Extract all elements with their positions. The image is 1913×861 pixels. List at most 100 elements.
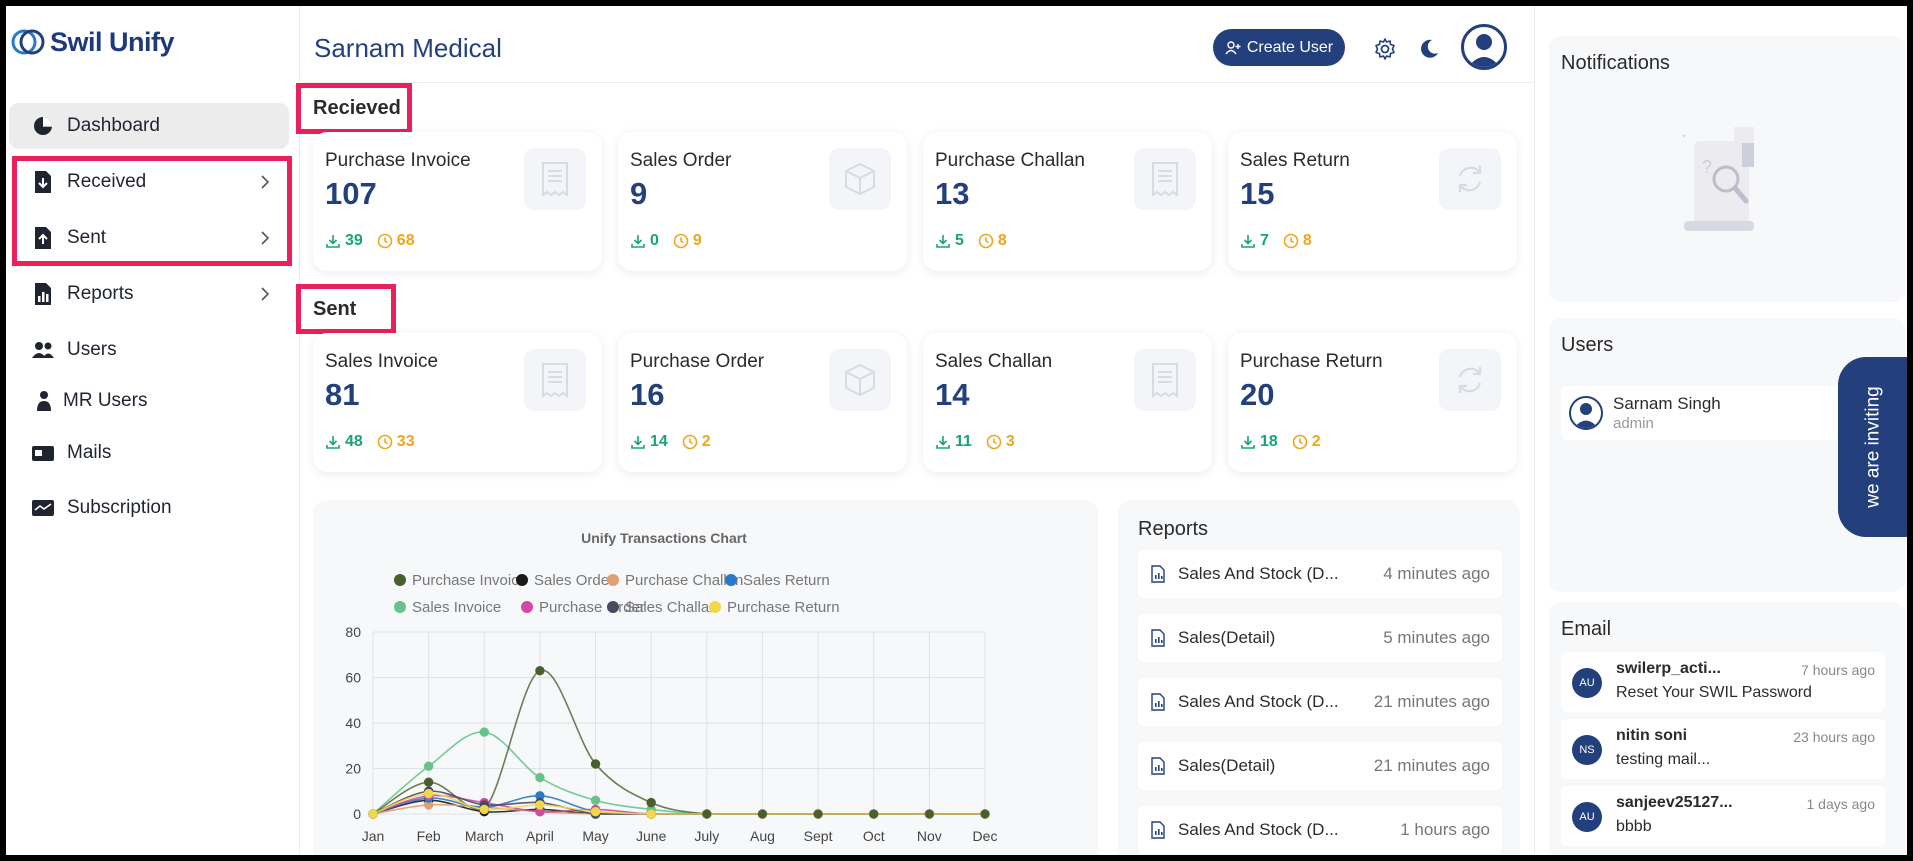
sidebar-item-sent[interactable]: Sent	[9, 215, 289, 261]
sidebar-item-mr-users[interactable]: MR Users	[9, 378, 289, 424]
sidebar-item-received[interactable]: Received	[9, 159, 289, 205]
card-title: Sales Return	[1240, 150, 1350, 171]
refresh-icon	[1439, 148, 1501, 210]
card-icon	[31, 496, 55, 520]
sidebar-item-mails[interactable]: Mails	[9, 430, 289, 476]
report-file-icon	[1151, 757, 1165, 775]
chevron-right-icon	[261, 175, 270, 189]
chevron-right-icon	[261, 231, 270, 245]
clock-icon	[986, 434, 1002, 450]
data-point	[590, 807, 601, 817]
card-purchase-challan-received[interactable]: Purchase Challan 13 5 8	[923, 132, 1212, 271]
data-point	[423, 761, 434, 771]
card-stats: 18 2	[1240, 433, 1321, 451]
report-chart-icon	[31, 282, 55, 306]
gear-icon[interactable]	[1371, 35, 1399, 63]
sidebar-item-subscription[interactable]: Subscription	[9, 485, 289, 531]
user-row[interactable]: Sarnam Singh admin	[1561, 386, 1855, 440]
pending-count: 68	[396, 232, 415, 249]
download-icon	[936, 235, 950, 248]
data-point	[702, 809, 712, 819]
email-item[interactable]: AU swilerp_acti... 7 hours ago Reset You…	[1561, 652, 1885, 712]
sidebar-item-reports[interactable]: Reports	[9, 271, 289, 317]
legend-label: Purchase Return	[727, 599, 840, 616]
email-item[interactable]: NS nitin soni 23 hours ago testing mail.…	[1561, 719, 1885, 779]
sent-section-label: Sent	[313, 298, 357, 320]
download-icon	[631, 436, 645, 449]
sidebar-item-dashboard[interactable]: Dashboard	[9, 103, 289, 149]
sidebar: Swil Unify Dashboard Received Sent	[6, 6, 300, 855]
downloaded-count: 48	[345, 433, 363, 450]
email-from: sanjeev25127...	[1616, 794, 1733, 811]
card-value: 9	[630, 176, 648, 211]
legend-marker	[516, 574, 528, 586]
brand-logo[interactable]: Swil Unify	[10, 24, 175, 60]
refresh-icon	[1439, 349, 1501, 411]
card-stats: 5 8	[935, 232, 1007, 250]
x-tick-label: Aug	[750, 828, 775, 844]
y-tick-label: 60	[345, 670, 361, 686]
data-point	[869, 809, 879, 819]
file-download-icon	[31, 170, 55, 194]
card-purchase-invoice-received[interactable]: Purchase Invoice 107 39 68	[313, 132, 602, 271]
received-sent-highlight	[12, 156, 292, 266]
x-tick-label: Dec	[973, 828, 998, 844]
avatar	[1569, 396, 1603, 430]
create-user-label: Create User	[1246, 38, 1334, 56]
email-from: nitin soni	[1616, 727, 1688, 744]
report-time: 1 hours ago	[1400, 820, 1490, 839]
card-sales-invoice-sent[interactable]: Sales Invoice 81 48 33	[313, 333, 602, 472]
card-purchase-order-sent[interactable]: Purchase Order 16 14 2	[618, 333, 907, 472]
data-point	[368, 809, 378, 819]
avatar[interactable]	[1461, 24, 1507, 70]
chevron-right-icon	[261, 287, 270, 301]
data-point	[590, 759, 601, 769]
report-file-icon	[1151, 693, 1165, 711]
invite-tab[interactable]: we are inviting	[1838, 357, 1907, 537]
report-name: Sales And Stock (D...	[1178, 692, 1339, 711]
report-item[interactable]: Sales(Detail) 5 minutes ago	[1138, 614, 1502, 662]
email-title: Email	[1561, 618, 1612, 640]
svg-text:?: ?	[1702, 157, 1712, 177]
data-point	[423, 788, 434, 799]
report-item[interactable]: Sales And Stock (D... 21 minutes ago	[1138, 678, 1502, 726]
sidebar-item-users[interactable]: Users	[9, 327, 289, 373]
card-title: Sales Order	[630, 150, 732, 171]
downloaded-count: 7	[1260, 232, 1269, 249]
card-title: Sales Challan	[935, 351, 1053, 372]
report-name: Sales And Stock (D...	[1178, 820, 1339, 839]
receipt-icon	[1134, 349, 1196, 411]
card-stats: 48 33	[325, 433, 415, 451]
create-user-button[interactable]: Create User	[1213, 29, 1345, 66]
card-stats: 0 9	[630, 232, 702, 250]
transactions-chart: Unify Transactions Chart Purchase Invoice…	[345, 530, 998, 844]
report-item[interactable]: Sales(Detail) 21 minutes ago	[1138, 742, 1502, 790]
pending-count: 33	[396, 433, 415, 450]
swil-logo-icon	[11, 29, 45, 55]
report-item[interactable]: Sales And Stock (D... 1 hours ago	[1138, 806, 1502, 854]
report-time: 4 minutes ago	[1383, 564, 1490, 583]
card-sales-return-received[interactable]: Sales Return 15 7 8	[1228, 132, 1517, 271]
clock-icon	[682, 434, 698, 450]
x-tick-label: Jan	[362, 828, 385, 844]
received-section-label: Recieved	[313, 97, 401, 119]
user-role: admin	[1613, 415, 1654, 432]
report-item[interactable]: Sales And Stock (D... 4 minutes ago	[1138, 550, 1502, 598]
data-point	[590, 795, 601, 806]
legend-marker	[607, 601, 619, 613]
moon-icon[interactable]	[1415, 35, 1443, 63]
email-item[interactable]: AU sanjeev25127... 1 days ago bbbb	[1561, 786, 1885, 846]
card-purchase-return-sent[interactable]: Purchase Return 20 18 2	[1228, 333, 1517, 472]
card-sales-challan-sent[interactable]: Sales Challan 14 11 3	[923, 333, 1212, 472]
x-tick-label: June	[636, 828, 667, 844]
card-sales-order-received[interactable]: Sales Order 9 0 9	[618, 132, 907, 271]
y-tick-label: 20	[345, 761, 361, 777]
download-icon	[631, 235, 645, 248]
receipt-icon	[524, 148, 586, 210]
reports-title: Reports	[1138, 518, 1209, 540]
clock-icon	[673, 233, 689, 249]
data-point	[535, 800, 545, 810]
report-file-icon	[1151, 821, 1165, 839]
brand-name: Swil Unify	[50, 26, 175, 57]
pending-count: 2	[701, 433, 711, 450]
